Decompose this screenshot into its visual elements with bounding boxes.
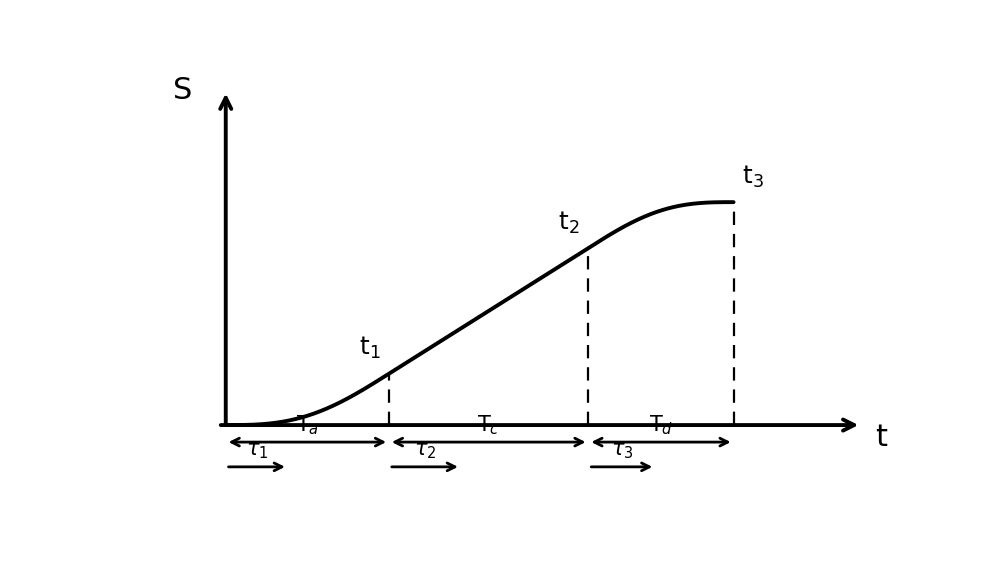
Text: t: t	[875, 423, 887, 452]
Text: T$_c$: T$_c$	[477, 413, 500, 436]
Text: $\tau_1$: $\tau_1$	[246, 441, 268, 461]
Text: t$_3$: t$_3$	[742, 163, 764, 190]
Text: $\tau_3$: $\tau_3$	[611, 441, 633, 461]
Text: t$_1$: t$_1$	[359, 335, 380, 361]
Text: t$_2$: t$_2$	[558, 209, 580, 236]
Text: S: S	[173, 76, 193, 105]
Text: T$_d$: T$_d$	[649, 413, 673, 436]
Text: T$_a$: T$_a$	[296, 413, 319, 436]
Text: $\tau_2$: $\tau_2$	[414, 441, 436, 461]
